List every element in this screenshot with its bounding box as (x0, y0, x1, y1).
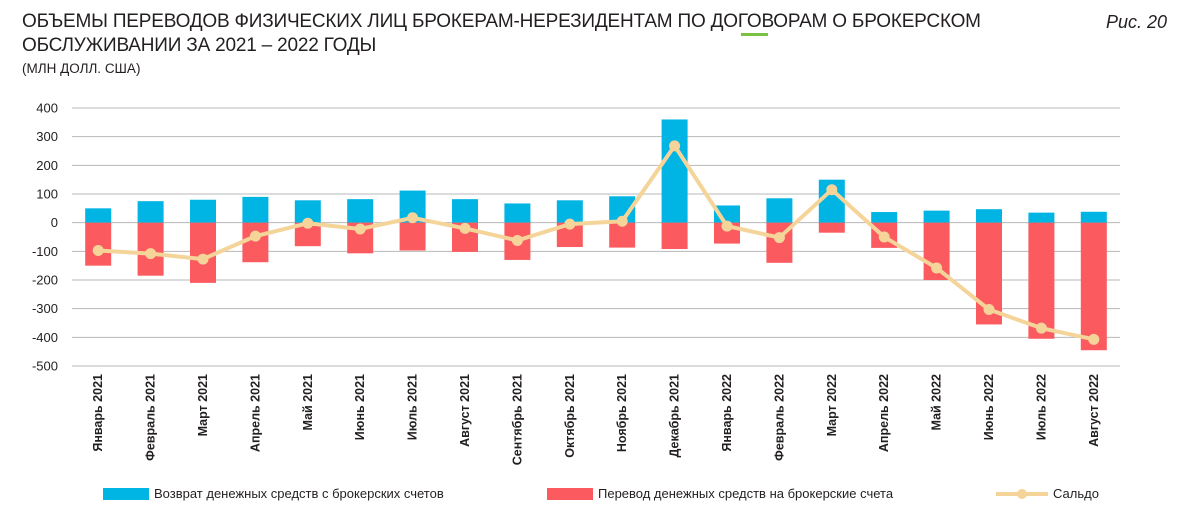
bar-inflow (976, 209, 1002, 223)
chart-title: ОБЪЕМЫ ПЕРЕВОДОВ ФИЗИЧЕСКИХ ЛИЦ БРОКЕРАМ… (22, 11, 981, 56)
x-tick-label: Июнь 2022 (982, 374, 996, 440)
y-tick-label: 100 (36, 187, 58, 202)
figure-label: Рис. 20 (1105, 12, 1167, 32)
saldo-point (145, 248, 157, 260)
saldo-point (826, 184, 838, 196)
bar-inflow (347, 199, 374, 223)
y-tick-label: -200 (32, 273, 58, 288)
legend-swatch-outflow (547, 487, 593, 500)
saldo-point (669, 140, 681, 152)
x-tick-label: Июль 2022 (1034, 374, 1048, 440)
saldo-point (92, 244, 104, 256)
x-tick-label: Январь 2022 (720, 374, 734, 452)
bar-inflow (294, 200, 321, 223)
legend-item-outflow: Перевод денежных средств на брокерские с… (547, 486, 893, 501)
x-tick-label: Март 2021 (196, 374, 210, 436)
saldo-point (249, 230, 261, 242)
x-tick-label: Сентябрь 2021 (510, 374, 524, 465)
bar-outflow (661, 222, 688, 250)
saldo-point (721, 220, 733, 232)
saldo-point (302, 217, 314, 229)
x-tick-label: Апрель 2021 (248, 374, 262, 452)
y-tick-label: 400 (36, 101, 58, 116)
legend-item-saldo: Сальдо (996, 486, 1099, 501)
saldo-point (564, 218, 576, 230)
bar-inflow (556, 200, 583, 223)
y-tick-label: 300 (36, 129, 58, 144)
bar-inflow (1080, 211, 1107, 223)
bar-inflow (190, 199, 216, 223)
saldo-point (773, 232, 785, 244)
bar-outflow (190, 222, 216, 283)
bar-outflow (818, 222, 845, 233)
x-tick-label: Август 2021 (458, 374, 472, 447)
bar-inflow (1028, 212, 1055, 223)
y-tick-label: -300 (32, 301, 58, 316)
saldo-point (459, 222, 471, 234)
legend-item-inflow: Возврат денежных средств с брокерских сч… (103, 486, 444, 501)
bar-outflow (399, 222, 426, 251)
y-tick-label: -500 (32, 359, 58, 374)
chart-subtitle: (МЛН ДОЛЛ. США) (22, 61, 141, 76)
x-tick-label: Февраль 2022 (772, 374, 786, 461)
bar-inflow (452, 199, 478, 223)
saldo-point (878, 231, 890, 243)
bar-inflow (137, 201, 164, 223)
x-tick-label: Июль 2021 (406, 374, 420, 440)
saldo-point (407, 212, 419, 224)
bar-inflow (661, 119, 688, 223)
saldo-point (931, 262, 943, 274)
x-tick-label: Февраль 2021 (144, 374, 158, 461)
saldo-point (983, 304, 995, 316)
bar-outflow (1080, 222, 1107, 351)
legend-label-saldo: Сальдо (1053, 486, 1099, 501)
bar-outflow (609, 222, 636, 248)
y-tick-label: 0 (51, 215, 58, 230)
bar-inflow (504, 203, 531, 223)
bar-outflow (85, 222, 112, 266)
x-tick-label: Декабрь 2021 (668, 374, 682, 458)
x-tick-label: Октябрь 2021 (563, 374, 577, 458)
saldo-point (197, 253, 209, 265)
saldo-point (616, 215, 628, 227)
chart-area: 400 300 200 100 0 -100 -200 -300 -400 -500 Январь … (32, 101, 1120, 465)
x-tick-label: Май 2021 (301, 374, 315, 431)
bar-inflow (85, 208, 112, 223)
bar-outflow (294, 222, 321, 247)
bar-outflow (242, 222, 269, 263)
saldo-line (98, 143, 1095, 342)
x-tick-label: Март 2022 (825, 374, 839, 436)
x-tick-label: Январь 2021 (91, 374, 105, 452)
saldo-point (511, 234, 523, 246)
legend-label-inflow: Возврат денежных средств с брокерских сч… (154, 486, 444, 501)
y-tick-label: -100 (32, 244, 58, 259)
x-tick-label: Июнь 2021 (353, 374, 367, 440)
x-tick-label: Май 2022 (930, 374, 944, 431)
legend-label-outflow: Перевод денежных средств на брокерские с… (598, 486, 894, 501)
legend-swatch-inflow (103, 487, 149, 500)
bar-inflow (923, 210, 950, 223)
x-tick-label: Август 2022 (1087, 374, 1101, 447)
legend-swatch-saldo (996, 487, 1048, 501)
x-tick-label: Ноябрь 2021 (615, 374, 629, 452)
y-tick-label: -400 (32, 330, 58, 345)
bar-inflow (871, 212, 898, 223)
title-underline-mark (741, 33, 768, 36)
x-tick-label: Апрель 2022 (877, 374, 891, 452)
saldo-point (1035, 322, 1047, 334)
saldo-point (354, 223, 366, 235)
bar-inflow (242, 196, 269, 223)
y-tick-label: 200 (36, 158, 58, 173)
bar-inflow (766, 198, 793, 223)
bar-outflow (1028, 222, 1055, 339)
saldo-point (1088, 333, 1100, 345)
